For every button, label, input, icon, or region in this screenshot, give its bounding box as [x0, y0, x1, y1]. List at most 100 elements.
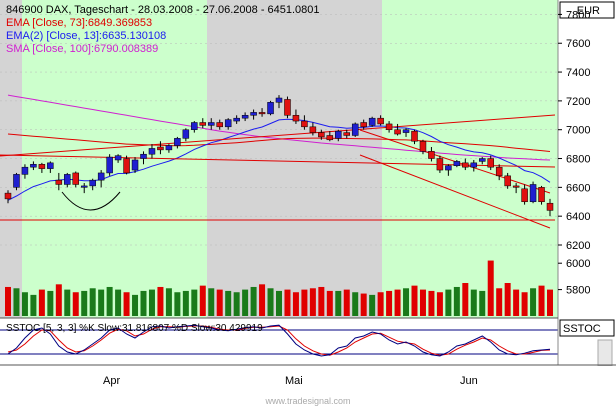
price-tick-label: 7600	[566, 38, 590, 50]
volume-bar	[419, 289, 426, 316]
volume-bar	[538, 285, 545, 316]
candle	[343, 129, 350, 139]
candle	[309, 122, 317, 136]
candle	[97, 170, 105, 188]
volume-bar	[318, 286, 325, 316]
price-tick-label: 6800	[566, 154, 590, 166]
volume-bar	[225, 290, 232, 316]
price-tick-label: 7800	[566, 9, 590, 21]
candle	[275, 95, 283, 109]
volume-bar	[123, 292, 130, 316]
volume-bar	[470, 289, 477, 316]
ema73-line	[7, 133, 551, 152]
candle	[30, 161, 37, 171]
candle	[436, 155, 444, 173]
price-tick-label: 6400	[566, 211, 590, 223]
volume-bar	[55, 284, 62, 316]
volume-bar	[233, 292, 240, 316]
candle	[64, 172, 71, 188]
month-label-jun: Jun	[460, 375, 478, 387]
candle	[55, 172, 63, 191]
volume-bar	[72, 292, 79, 316]
volume-bar	[157, 286, 164, 316]
candle	[233, 115, 240, 124]
candle	[351, 122, 359, 137]
volume-bar	[453, 286, 460, 316]
volume-bar	[513, 289, 520, 316]
legend-sstoc: SSTOC [5, 3, 3] %K Slow:31.816807 %D Slo…	[6, 323, 263, 334]
candle	[106, 154, 113, 176]
volume-bar	[208, 288, 215, 316]
volume-bar	[462, 283, 469, 316]
volume-bar	[335, 290, 342, 316]
candle	[301, 115, 308, 130]
volume-bar	[182, 290, 189, 316]
scrollbar-right[interactable]	[597, 339, 613, 367]
candle	[47, 161, 54, 173]
volume-bar	[199, 285, 206, 316]
candle	[38, 162, 46, 173]
volume-bar	[30, 294, 37, 316]
candle	[402, 128, 410, 137]
candle	[326, 131, 334, 142]
candle	[335, 129, 342, 142]
candle	[411, 129, 418, 145]
volume-bar	[140, 290, 147, 316]
volume-bar	[360, 293, 367, 316]
volume-bar	[487, 260, 494, 316]
volume-bar	[521, 292, 528, 316]
volume-bar	[132, 294, 139, 316]
price-tick-label: 7000	[566, 125, 590, 137]
candle	[165, 144, 173, 153]
candle	[504, 172, 511, 189]
volume-bar	[174, 292, 181, 316]
volume-bar	[21, 292, 28, 316]
stochastic-panel	[0, 324, 558, 357]
candle	[368, 116, 376, 127]
candle	[529, 181, 537, 204]
band-gray-1	[0, 0, 22, 318]
volume-bar	[165, 288, 172, 316]
volume-bar	[276, 290, 282, 316]
stoch-k-line	[7, 324, 551, 357]
volume-bar	[267, 288, 274, 316]
volume-tick-label: 5800	[566, 285, 590, 297]
band-gray-2	[207, 0, 382, 318]
volume-bar	[64, 289, 71, 316]
candle	[267, 100, 274, 116]
candle	[292, 109, 300, 124]
candle	[4, 190, 12, 204]
candle	[445, 164, 452, 176]
volume-bar	[148, 289, 155, 316]
volume-bar	[242, 289, 249, 316]
month-labels: Apr Mai Jun	[103, 375, 478, 387]
month-label-apr: Apr	[103, 375, 120, 387]
volume-bar	[13, 288, 20, 316]
volume-bar	[250, 286, 257, 316]
legend: 846900 DAX, Tageschart - 28.03.2008 - 27…	[6, 4, 320, 334]
candle	[208, 118, 215, 130]
symbol-title: 846900 DAX, Tageschart - 28.03.2008 - 27…	[6, 4, 320, 16]
candle	[453, 159, 461, 168]
stoch-d-line	[7, 325, 551, 356]
volume-bar	[411, 285, 418, 316]
candle	[182, 128, 190, 142]
watermark: www.tradesignal.com	[264, 396, 350, 406]
candle	[157, 141, 164, 155]
candle	[123, 155, 130, 175]
volume-bar	[284, 289, 291, 316]
month-label-mai: Mai	[285, 375, 303, 387]
volume-bar	[436, 292, 443, 316]
candle	[258, 108, 266, 117]
volume-bars	[5, 260, 553, 316]
volume-bar	[115, 289, 122, 316]
candle	[89, 178, 96, 191]
volume-bar	[38, 289, 45, 316]
volume-bar	[394, 289, 401, 316]
candle	[385, 121, 393, 133]
volume-bar	[47, 290, 54, 316]
candle	[538, 185, 545, 205]
candle	[191, 121, 198, 133]
candle	[140, 151, 147, 165]
